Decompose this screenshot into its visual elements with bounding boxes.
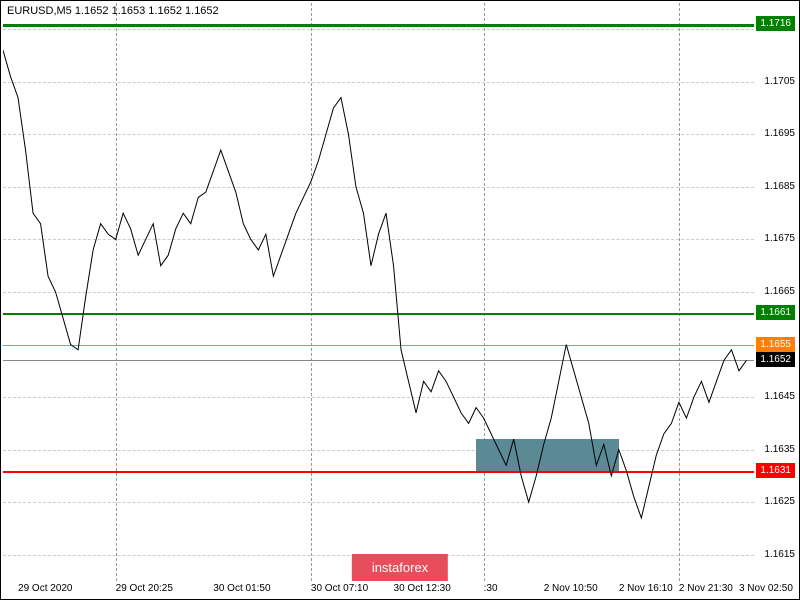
y-tick-label: 1.1665 (764, 286, 795, 297)
chart-container: EURUSD,M5 1.1652 1.1653 1.1652 1.1652 1.… (0, 0, 800, 600)
y-tick-label: 1.1695 (764, 128, 795, 139)
x-tick-label: 29 Oct 20:25 (116, 583, 173, 594)
price-path (3, 50, 746, 518)
x-tick-label: 30 Oct 01:50 (213, 583, 270, 594)
price-line-svg (3, 3, 754, 581)
level-label: 1.1716 (756, 16, 795, 31)
y-tick-label: 1.1645 (764, 391, 795, 402)
x-tick-label: 2 Nov 16:10 (619, 583, 673, 594)
ohlc-close: 1.1652 (185, 5, 219, 17)
y-tick-label: 1.1615 (764, 549, 795, 560)
x-tick-label: 3 Nov 02:50 (739, 583, 793, 594)
level-label: 1.1655 (756, 337, 795, 352)
chart-title: EURUSD,M5 1.1652 1.1653 1.1652 1.1652 (7, 5, 219, 17)
ohlc-high: 1.1653 (112, 5, 146, 17)
x-tick-label: 2 Nov 21:30 (679, 583, 733, 594)
ohlc-open: 1.1652 (75, 5, 109, 17)
x-tick-label: :30 (484, 583, 498, 594)
x-tick-label: 29 Oct 2020 (18, 583, 72, 594)
symbol-text: EURUSD (7, 5, 53, 17)
current-price-label: 1.1652 (756, 352, 795, 367)
level-label: 1.1661 (756, 305, 795, 320)
y-axis: 1.1615 1.1625 1.1635 1.1645 1.1655 1.1665 1.16… (755, 3, 797, 581)
y-tick-label: 1.1625 (764, 496, 795, 507)
y-tick-label: 1.1635 (764, 444, 795, 455)
plot-area (3, 3, 754, 581)
y-tick-label: 1.1685 (764, 181, 795, 192)
x-tick-label: 30 Oct 07:10 (311, 583, 368, 594)
level-label: 1.1631 (756, 463, 795, 478)
x-tick-label: 2 Nov 10:50 (544, 583, 598, 594)
y-tick-label: 1.1675 (764, 233, 795, 244)
x-tick-label: 30 Oct 12:30 (394, 583, 451, 594)
tf-text: M5 (57, 5, 72, 17)
y-tick-label: 1.1705 (764, 76, 795, 87)
x-axis: 29 Oct 2020 29 Oct 20:25 30 Oct 01:50 30 Oc… (3, 583, 754, 597)
ohlc-low: 1.1652 (148, 5, 182, 17)
